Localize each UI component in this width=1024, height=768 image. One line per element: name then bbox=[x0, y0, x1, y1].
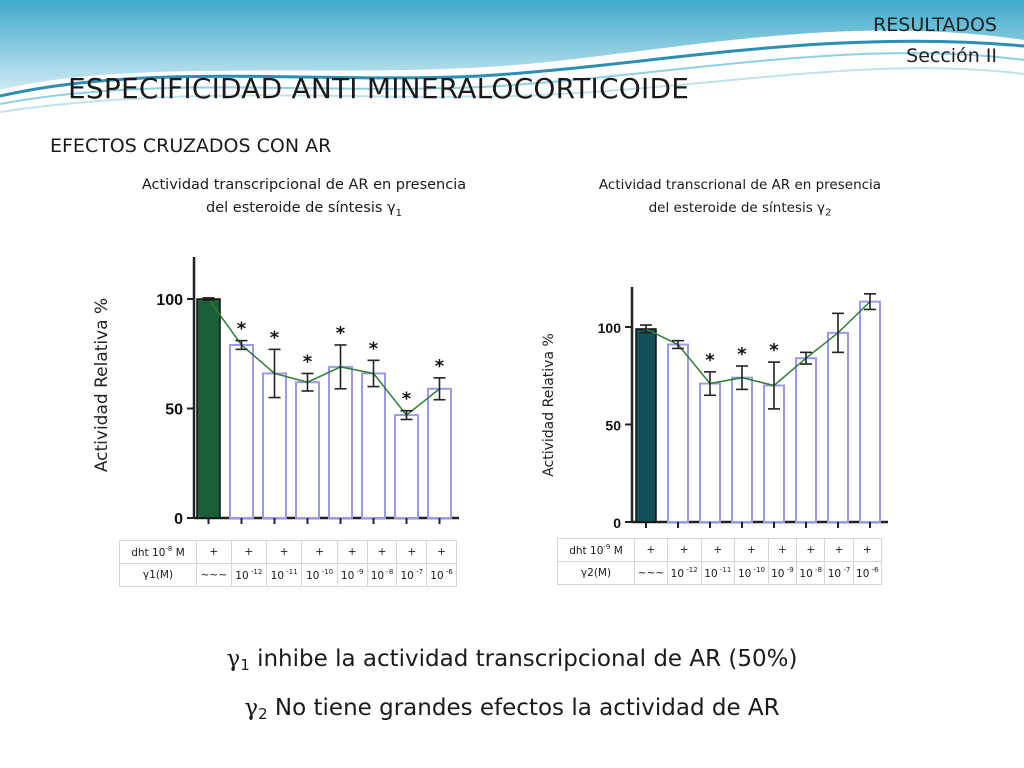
conclusion-1: γ1 inhibe la actividad transcripcional d… bbox=[226, 646, 798, 674]
ligand-cell: 10 -10 bbox=[301, 563, 338, 587]
chart-1-significance-marker: * bbox=[270, 327, 280, 348]
conclusion-2: γ2 No tiene grandes efectos la actividad… bbox=[244, 695, 780, 723]
chart-1-bar bbox=[427, 387, 452, 520]
chart-1-bar bbox=[262, 372, 287, 519]
subsection-label: Sección II bbox=[906, 45, 997, 67]
ligand-label: γ2(M) bbox=[557, 561, 635, 585]
table-row: γ1(M) ~~~ 10 -12 10 -11 10 -10 10 -9 10 -8 10 -… bbox=[119, 563, 457, 587]
ligand-cell: 10 -6 bbox=[426, 563, 457, 587]
chart-1-title: Actividad transcripcional de AR en prese… bbox=[110, 174, 498, 225]
chart-1-bar bbox=[361, 372, 386, 519]
chart-2-significance-marker: * bbox=[769, 340, 779, 361]
dht-label: dht 10-9 M bbox=[557, 538, 635, 562]
chart-1-y-tick-label: 100 bbox=[156, 292, 183, 309]
table-row: dht 10-8 M + + + + + + + + bbox=[119, 540, 457, 564]
ligand-cell: 10 -6 bbox=[852, 561, 883, 585]
chart-1-y-axis-label: Actividad Relativa % bbox=[92, 298, 112, 472]
ligand-cell: 10 -12 bbox=[666, 561, 702, 585]
dht-cell: + bbox=[230, 540, 268, 564]
chart-1-significance-marker: * bbox=[303, 351, 313, 372]
chart-2-y-tick-label: 100 bbox=[598, 320, 622, 336]
dht-cell: + bbox=[796, 538, 826, 562]
table-row: γ2(M) ~~~ 10 -12 10 -11 10 -10 10 -9 10 -8 10 -… bbox=[557, 561, 883, 585]
chart-2-trend-line bbox=[645, 301, 871, 387]
dht-cell: + bbox=[700, 538, 736, 562]
ligand-cell: 10 -11 bbox=[265, 563, 303, 587]
ligand-cell: 10 -7 bbox=[824, 561, 854, 585]
chart-2-bar bbox=[731, 376, 753, 524]
chart-2-significance-marker: * bbox=[737, 344, 747, 365]
dht-cell: + bbox=[666, 538, 702, 562]
chart-1-y-tick-label: 50 bbox=[165, 402, 183, 419]
chart-2-bar bbox=[827, 331, 849, 523]
dht-cell: + bbox=[396, 540, 428, 564]
ligand-cell: 10 -9 bbox=[767, 561, 798, 585]
dht-cell: + bbox=[301, 540, 338, 564]
dht-cell: + bbox=[196, 540, 232, 564]
ligand-cell: 10 -11 bbox=[700, 561, 736, 585]
ligand-cell: 10 -7 bbox=[396, 563, 428, 587]
dht-cell: + bbox=[426, 540, 457, 564]
chart-2-y-axis-label: Actividad Relativa % bbox=[541, 333, 557, 477]
chart-2-title: Actividad transcrional de AR en presenci… bbox=[575, 174, 905, 225]
section-label: RESULTADOS bbox=[873, 14, 997, 36]
chart-1-bar bbox=[295, 381, 320, 519]
dht-cell: + bbox=[767, 538, 798, 562]
chart-1-significance-marker: * bbox=[369, 338, 379, 359]
chart-2-bar bbox=[859, 300, 881, 523]
chart-2-significance-marker: * bbox=[705, 350, 715, 371]
ligand-cell: ~~~ bbox=[196, 563, 232, 587]
dht-cell: + bbox=[634, 538, 668, 562]
chart-2-title-line2: del esteroide de síntesis γ2 bbox=[648, 200, 832, 219]
chart-1-bar bbox=[196, 298, 221, 519]
dht-label: dht 10-8 M bbox=[119, 540, 197, 564]
ligand-cell: 10 -10 bbox=[734, 561, 769, 585]
dht-cell: + bbox=[852, 538, 883, 562]
chart-2-bar bbox=[763, 384, 785, 523]
dht-cell: + bbox=[734, 538, 769, 562]
chart-1-significance-marker: * bbox=[237, 319, 247, 340]
chart-1-y-tick-label: 0 bbox=[174, 511, 183, 528]
chart-1-bar bbox=[328, 365, 353, 520]
ligand-cell: 10 -8 bbox=[796, 561, 826, 585]
chart-2-bar bbox=[699, 382, 721, 523]
ligand-cell: 10 -8 bbox=[366, 563, 398, 587]
chart-2-y-tick-label: 50 bbox=[605, 418, 621, 434]
ligand-label: γ1(M) bbox=[119, 563, 197, 587]
chart-1-bar bbox=[394, 414, 419, 520]
ligand-cell: ~~~ bbox=[634, 561, 668, 585]
chart-2-bar bbox=[635, 328, 657, 523]
dht-cell: + bbox=[366, 540, 398, 564]
chart-1-significance-marker: * bbox=[435, 356, 445, 377]
chart-2-conditions-table: dht 10-9 M + + + + + + + + γ2(M) ~~~ 10 -12 10 -11 10… bbox=[557, 538, 883, 585]
chart-1-bar bbox=[229, 343, 254, 519]
chart-2-y-tick-label: 0 bbox=[613, 515, 621, 531]
ligand-cell: 10 -12 bbox=[230, 563, 268, 587]
chart-1-conditions-table: dht 10-8 M + + + + + + + + γ1(M) ~~~ 10 -12 10 -11 10… bbox=[119, 540, 457, 587]
chart-2-title-line1: Actividad transcrional de AR en presenci… bbox=[598, 177, 882, 193]
slide-title: ESPECIFICIDAD ANTI MINERALOCORTICOIDE bbox=[68, 72, 690, 105]
table-row: dht 10-9 M + + + + + + + + bbox=[557, 538, 883, 562]
chart-1-significance-marker: * bbox=[336, 323, 346, 344]
chart-2-bar bbox=[667, 343, 689, 523]
chart-2-bar bbox=[795, 357, 817, 524]
dht-cell: + bbox=[824, 538, 854, 562]
header-wave-decoration bbox=[0, 0, 1024, 113]
chart-1-trend-line bbox=[207, 298, 440, 417]
slide-subtitle: EFECTOS CRUZADOS CON AR bbox=[50, 135, 332, 157]
dht-cell: + bbox=[336, 540, 368, 564]
chart-1-significance-marker: * bbox=[402, 389, 412, 410]
dht-cell: + bbox=[265, 540, 303, 564]
ligand-cell: 10 -9 bbox=[336, 563, 368, 587]
chart-1-title-line2: del esteroide de síntesis γ1 bbox=[206, 200, 402, 219]
chart-1-title-line1: Actividad transcripcional de AR en prese… bbox=[141, 177, 467, 193]
